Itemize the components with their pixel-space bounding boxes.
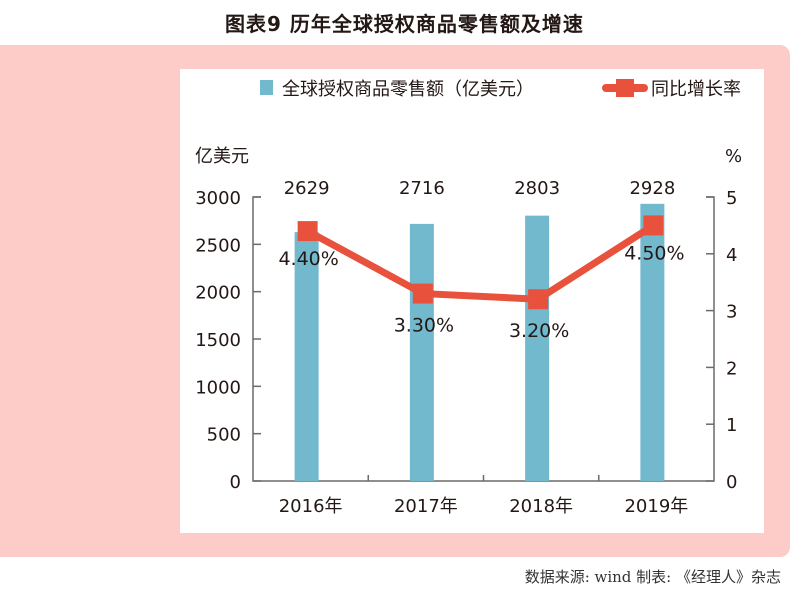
legend-line-label: 同比增长率 bbox=[651, 79, 741, 100]
x-tick-label: 2018年 bbox=[509, 496, 573, 517]
line-marker bbox=[528, 289, 549, 310]
bar-value-label: 2716 bbox=[399, 178, 445, 199]
left-tick-label: 2500 bbox=[195, 235, 241, 256]
line-value-label: 3.20% bbox=[509, 320, 569, 342]
legend-bar-swatch bbox=[260, 80, 273, 95]
bar bbox=[294, 232, 319, 481]
line-marker bbox=[412, 283, 433, 304]
x-tick-label: 2016年 bbox=[279, 496, 343, 517]
source-note: 数据来源: wind 制表: 《经理人》杂志 bbox=[524, 568, 781, 586]
line-value-label: 4.50% bbox=[624, 242, 684, 264]
bar-value-label: 2803 bbox=[514, 178, 560, 199]
left-tick-label: 0 bbox=[230, 472, 241, 493]
bar-value-label: 2629 bbox=[284, 178, 330, 199]
bar bbox=[640, 203, 665, 482]
x-tick-label: 2017年 bbox=[394, 496, 458, 517]
left-tick-label: 2000 bbox=[195, 283, 241, 304]
right-tick-label: 3 bbox=[726, 302, 737, 323]
right-tick-label: 2 bbox=[726, 358, 737, 379]
bar bbox=[409, 223, 434, 482]
line-marker bbox=[297, 221, 318, 242]
right-axis-label: % bbox=[725, 146, 742, 167]
left-tick-label: 1500 bbox=[195, 330, 241, 351]
right-tick-label: 4 bbox=[726, 245, 737, 266]
legend-line-marker bbox=[616, 79, 634, 97]
chart-panel: 全球授权商品零售额（亿美元） 同比增长率亿美元% 0 500 1000 1500 2000 2… bbox=[180, 69, 764, 533]
line-value-label: 3.30% bbox=[394, 315, 454, 337]
left-tick-label: 1000 bbox=[195, 377, 241, 398]
left-axis-label: 亿美元 bbox=[195, 146, 249, 167]
line-value-label: 4.40% bbox=[278, 248, 338, 270]
bar-value-label: 2928 bbox=[629, 178, 675, 199]
right-tick-label: 1 bbox=[726, 415, 737, 436]
bar bbox=[525, 215, 550, 481]
legend-bar-label: 全球授权商品零售额（亿美元） bbox=[282, 79, 534, 100]
left-tick-label: 500 bbox=[207, 425, 241, 446]
left-tick-label: 3000 bbox=[195, 188, 241, 209]
right-tick-label: 5 bbox=[726, 188, 737, 209]
right-tick-label: 0 bbox=[726, 472, 737, 493]
x-tick-label: 2019年 bbox=[624, 496, 688, 517]
line-marker bbox=[643, 215, 664, 236]
chart-title: 图表9 历年全球授权商品零售额及增速 bbox=[225, 12, 584, 36]
growth-line bbox=[305, 222, 656, 303]
